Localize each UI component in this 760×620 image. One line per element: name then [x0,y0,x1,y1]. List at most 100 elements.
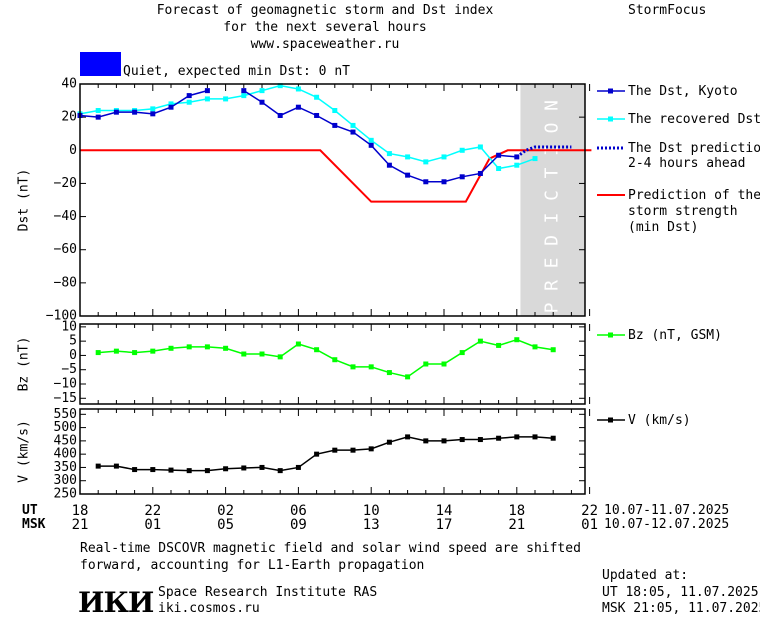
chart-title-url[interactable]: www.spaceweather.ru [250,37,400,52]
bz-point [386,370,392,376]
dst-kyoto-point [459,174,465,180]
v-point [550,435,556,441]
legend-dst-prediction-line-2: 2-4 hours ahead [628,156,746,171]
dst-recovered-point [532,156,538,162]
v-point [186,468,192,474]
y-tick-label: 500 [54,420,77,435]
bz-point [186,344,192,350]
dst-kyoto-point [350,129,356,135]
dst-recovered-point [95,108,101,114]
dst-kyoto-point [277,112,283,118]
y-tick-label: 10 [61,319,77,334]
msk-tick-label: 21 [72,517,89,533]
brand-name: StormFocus [628,3,707,18]
bz-point [350,364,356,370]
y-tick-label: −100 [46,309,77,324]
dst-recovered-point [295,86,301,92]
y-tick-label: 450 [54,433,77,448]
dst-kyoto-line [79,89,208,118]
y-tick-label: 550 [54,407,77,422]
prediction-zone-letter: N [542,100,563,111]
v-point [113,463,119,469]
dst-recovered-point [368,137,374,143]
dst-prediction-line [515,145,572,159]
y-tick-label: −20 [54,176,77,191]
v-point [223,466,229,472]
legend-dst-prediction-line-1: The Dst prediction [628,141,760,156]
institute-url[interactable]: iki.cosmos.ru [158,601,260,616]
v-point [295,464,301,470]
legend-bz: Bz (nT, GSM) [628,328,722,343]
bz-point [150,348,156,354]
v-point [95,463,101,469]
ut-tick-label: 02 [217,503,234,519]
y-tick-label: −80 [54,275,77,290]
v-point [332,447,338,453]
y-tick-label: 0 [69,348,77,363]
dst-recovered-point [259,88,265,94]
ut-tick-label: 22 [144,503,161,519]
legend-storm-strength-line-1: Prediction of the [628,188,760,203]
legend-dst-kyoto: The Dst, Kyoto [628,84,738,99]
v-point [350,447,356,453]
y-tick-label: 400 [54,447,77,462]
dst-kyoto-point [314,112,320,118]
dst-kyoto-point [241,88,247,94]
dst-recovered-legend-marker [608,116,613,122]
legend-storm-strength-line-2: storm strength [628,204,738,219]
dst-kyoto-point [477,170,483,176]
bz-point [368,364,374,370]
v-legend-marker [608,417,613,423]
bz-point [204,344,210,350]
bz-point [295,341,301,347]
dst-recovered-point [186,99,192,105]
bz-point [514,337,520,343]
v-point [314,451,320,457]
y-tick-label: 300 [54,473,77,488]
v-point [441,438,447,444]
msk-tick-label: 05 [217,517,234,533]
dst-kyoto-point [95,114,101,120]
dst-recovered-point [223,96,229,102]
dst-recovered-point [514,162,520,168]
dst-recovered-point [459,147,465,153]
bz-point [168,345,174,351]
footer-note-line-1: Real-time DSCOVR magnetic field and sola… [80,541,581,556]
ut-axis-label: UT [22,503,38,518]
y-tick-label: −10 [54,377,77,392]
dst-kyoto-point [186,93,192,99]
institute-name: Space Research Institute RAS [158,585,378,600]
v-point [168,467,174,473]
bz-point [423,361,429,367]
y-tick-label: 0 [69,143,77,158]
bz-point [441,361,447,367]
dst-recovered-point [477,144,483,150]
dst-recovered-point [386,151,392,157]
legend-dst-recovered: The recovered Dst [628,112,760,127]
dst-recovered-point [168,101,174,107]
msk-tick-label: 01 [144,517,161,533]
y-axis-label: Bz (nT) [17,337,32,392]
v-point [277,468,283,474]
dst-kyoto-legend-marker [608,88,613,94]
y-axis-label: Dst (nT) [17,169,32,232]
bz-point [496,342,502,348]
dst-recovered-point [314,94,320,100]
prediction-zone-letter: E [542,258,563,269]
dst-recovered-point [150,106,156,112]
v-point [496,435,502,441]
dst-kyoto-point [423,179,429,185]
iki-logo: ИКИ [78,586,154,619]
v-point [423,438,429,444]
y-tick-label: −60 [54,242,77,257]
bz-point [332,357,338,363]
bz-point [132,350,138,356]
y-tick-label: 20 [61,110,77,125]
v-point [368,446,374,452]
ut-tick-label: 10 [363,503,380,519]
plot-frame-3 [79,408,586,495]
bz-point [277,354,283,360]
bz-point [95,350,101,356]
v-point [532,434,538,440]
